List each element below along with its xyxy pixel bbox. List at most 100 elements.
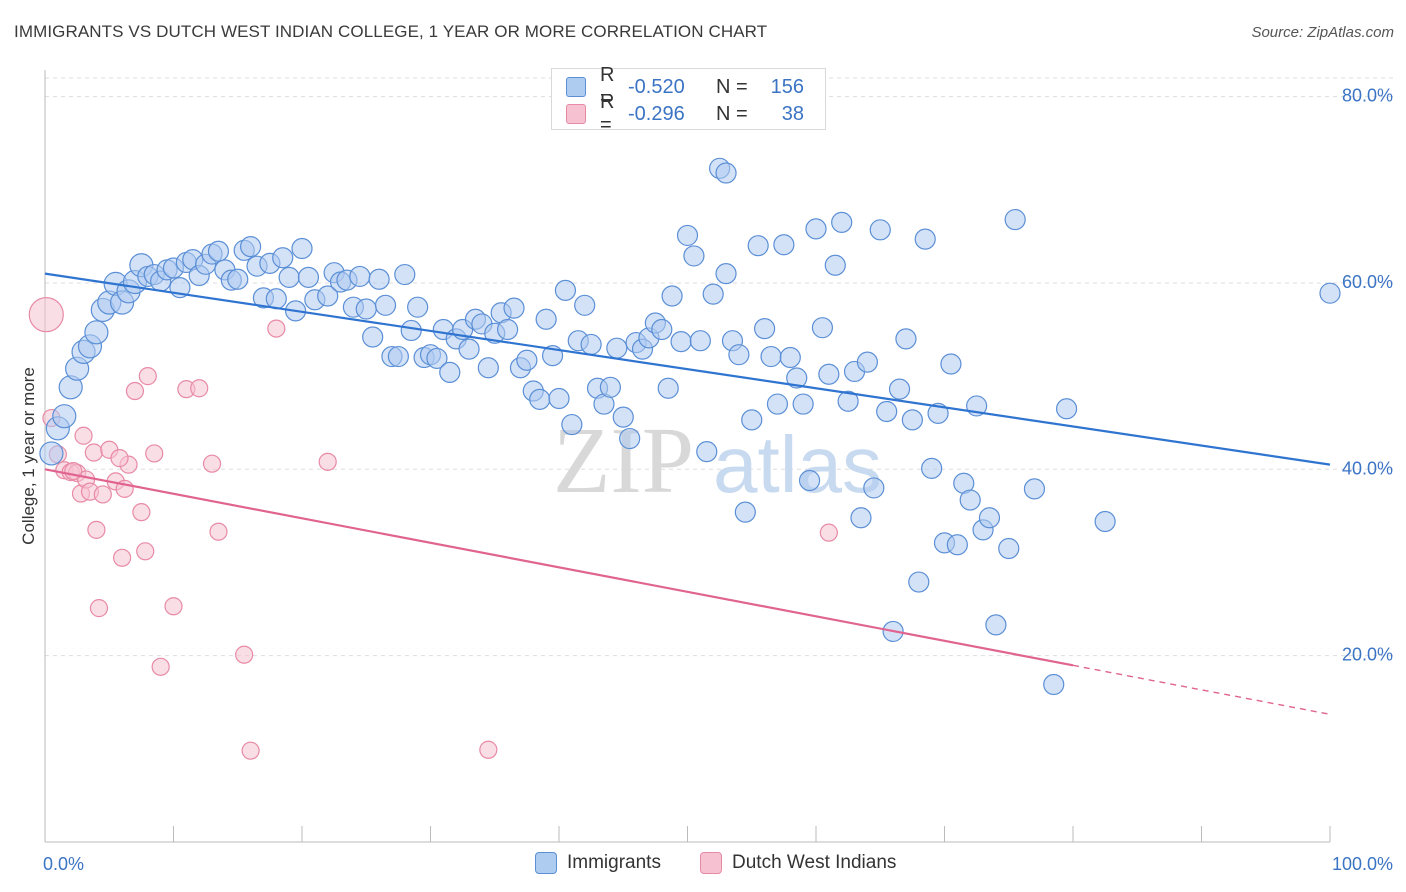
data-point [125, 381, 145, 401]
data-point [670, 331, 692, 353]
data-point [138, 367, 157, 386]
data-point [773, 234, 795, 256]
n-label: N = [716, 75, 748, 98]
data-point [946, 534, 968, 556]
trendline-dutch-west-indians [44, 468, 1074, 667]
data-point [387, 345, 409, 368]
legend-item-immigrants: Immigrants [535, 852, 661, 874]
data-point [606, 337, 628, 359]
chart-title: IMMIGRANTS VS DUTCH WEST INDIAN COLLEGE,… [14, 22, 768, 41]
n-label: N = [716, 102, 748, 125]
data-point [580, 333, 602, 356]
x-tick-label: 100.0% [1332, 854, 1393, 874]
data-point [792, 393, 814, 415]
data-point [240, 236, 262, 258]
data-point [272, 247, 294, 269]
x-tick-label: 0.0% [43, 854, 84, 874]
r-value: -0.520 [628, 75, 685, 98]
data-point [837, 390, 859, 412]
data-point [908, 571, 930, 593]
data-point [574, 294, 596, 316]
legend-row-dutch-west-indians: R = -0.296 N = 38 [566, 91, 804, 136]
data-point [901, 409, 923, 431]
data-point [297, 266, 320, 288]
data-point [93, 485, 112, 504]
data-point [676, 224, 699, 247]
n-value: 156 [770, 75, 804, 98]
data-point [856, 351, 879, 373]
data-point [110, 449, 129, 468]
data-point [696, 440, 718, 463]
data-point [164, 597, 183, 616]
data-point [819, 523, 838, 542]
data-point [374, 294, 397, 316]
data-point [760, 345, 782, 368]
data-point [516, 349, 538, 371]
legend-swatch-pink [700, 852, 722, 874]
data-point [715, 263, 737, 285]
data-point [74, 426, 93, 445]
y-tick-label: 80.0% [1342, 86, 1393, 106]
data-point [612, 406, 634, 428]
data-point [927, 402, 949, 424]
data-point [1023, 478, 1046, 500]
data-point [84, 320, 109, 345]
data-point [39, 441, 64, 466]
legend-item-dutch-west-indians: Dutch West Indians [700, 852, 896, 874]
data-point [267, 319, 286, 338]
data-point [291, 237, 313, 260]
data-point [318, 452, 337, 471]
data-point [548, 387, 570, 410]
data-point [265, 288, 287, 310]
data-point [651, 318, 673, 341]
y-tick-label: 40.0% [1342, 458, 1393, 478]
data-point [869, 219, 891, 241]
data-point [227, 268, 249, 290]
data-point [734, 501, 756, 523]
data-point [355, 298, 377, 320]
data-point [741, 409, 763, 431]
data-point [1043, 673, 1065, 696]
data-point [529, 388, 551, 411]
series-immigrants [39, 157, 1341, 696]
series-dutch-west-indians [28, 297, 838, 760]
data-point [766, 393, 789, 415]
data-point [831, 211, 853, 233]
data-point [112, 548, 132, 567]
data-point [888, 378, 911, 400]
data-point [278, 266, 300, 288]
data-point [477, 357, 499, 379]
data-point [728, 344, 750, 366]
data-point [87, 520, 106, 539]
data-point [151, 657, 170, 676]
watermark: ZIP atlas [553, 409, 882, 513]
n-value: 38 [781, 102, 804, 125]
data-point [747, 235, 769, 257]
watermark-atlas: atlas [713, 420, 882, 509]
data-point [394, 263, 416, 286]
data-point [1055, 398, 1078, 420]
data-point [876, 400, 898, 423]
data-point [798, 469, 821, 492]
data-point [998, 537, 1020, 560]
data-point [753, 317, 776, 340]
data-point [235, 645, 254, 664]
data-point [850, 507, 872, 529]
data-point [683, 245, 705, 267]
legend-row-immigrants: R = -0.520 N = 156 [566, 64, 804, 109]
data-point [779, 346, 801, 369]
data-point [439, 361, 461, 383]
data-point [702, 283, 724, 305]
data-point [503, 297, 525, 319]
legend-swatch-blue [535, 852, 557, 874]
legend-label: Dutch West Indians [732, 852, 897, 873]
data-point [479, 740, 498, 759]
data-point [715, 162, 737, 184]
data-point [921, 457, 943, 479]
data-point [64, 462, 83, 481]
data-point [84, 443, 103, 462]
data-point [818, 363, 840, 385]
data-point [241, 741, 260, 760]
data-point [1004, 208, 1026, 231]
data-point [426, 347, 448, 370]
